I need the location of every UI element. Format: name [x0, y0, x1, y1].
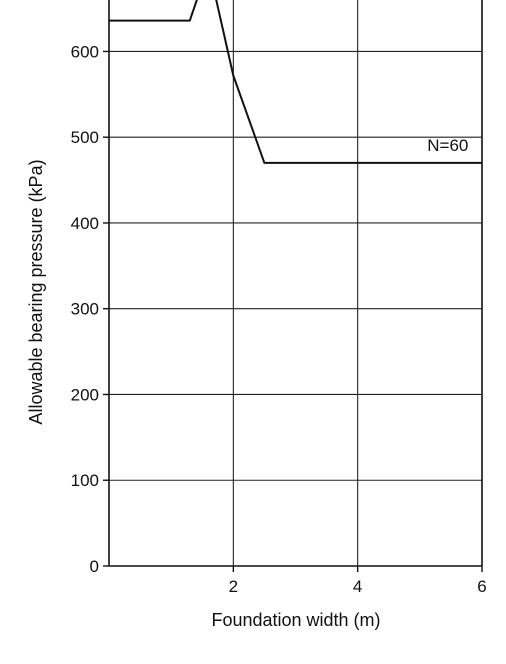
series-label-n-60: N=60 [427, 136, 468, 155]
series-curve-n-60 [109, 0, 482, 164]
y-tick-label-500: 500 [71, 128, 99, 147]
y-axis-label: Allowable bearing pressure (kPa) [26, 159, 46, 424]
y-tick-label-0: 0 [90, 557, 99, 576]
y-tick-label-100: 100 [71, 471, 99, 490]
x-tick-label-4: 4 [353, 577, 362, 596]
y-tick-label-300: 300 [71, 300, 99, 319]
y-tick-labels: 0 100 200 300 400 500 600 [71, 42, 109, 576]
x-tick-label-6: 6 [477, 577, 486, 596]
y-tick-label-400: 400 [71, 214, 99, 233]
x-axis-label: Foundation width (m) [211, 610, 380, 630]
series-curves [109, 0, 482, 164]
series-labels: N=60 [427, 136, 468, 155]
y-tick-label-600: 600 [71, 42, 99, 61]
axes [108, 0, 483, 567]
x-tick-labels: 2 4 6 [229, 566, 487, 596]
grid-lines [109, 0, 482, 566]
y-tick-label-200: 200 [71, 385, 99, 404]
x-tick-label-2: 2 [229, 577, 238, 596]
